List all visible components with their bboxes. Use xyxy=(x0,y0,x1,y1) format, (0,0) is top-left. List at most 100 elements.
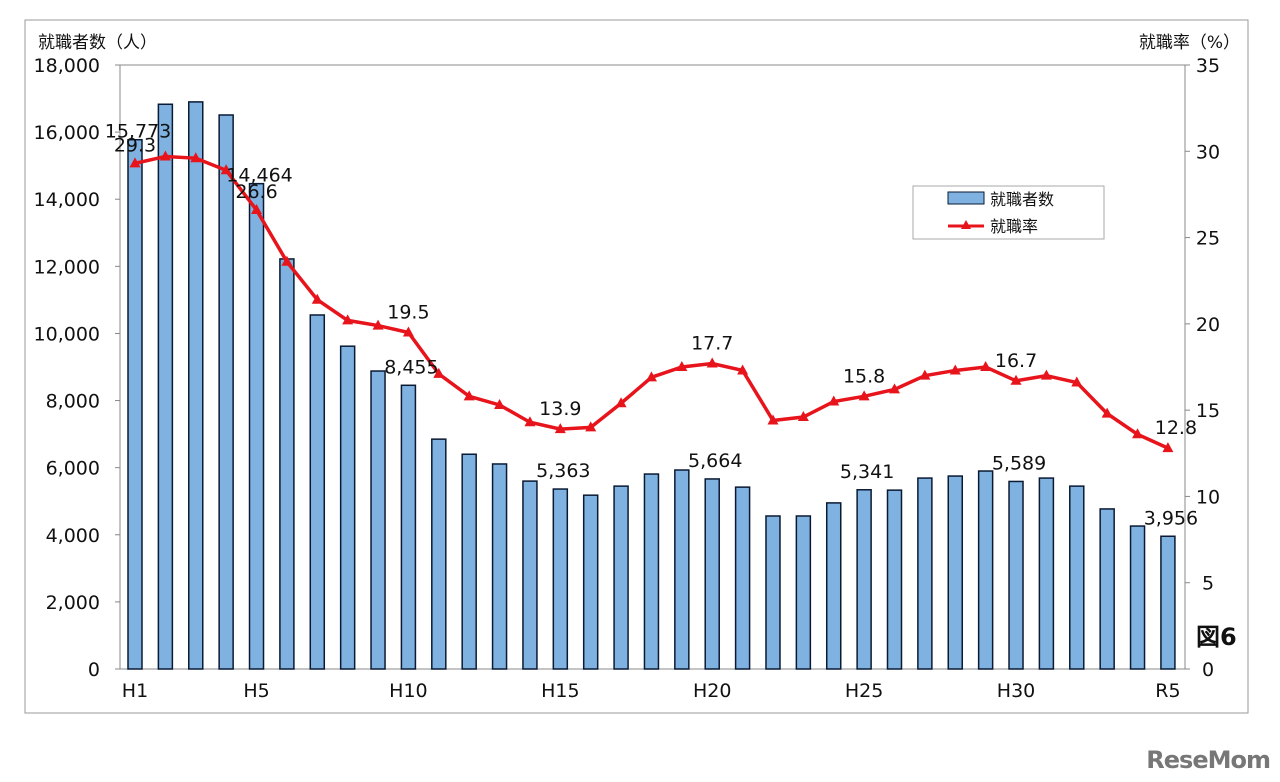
left-tick-label: 14,000 xyxy=(34,189,100,211)
bar-H16 xyxy=(582,494,599,670)
rate-data-label: 16.7 xyxy=(995,350,1037,372)
rate-marker-H13 xyxy=(494,398,506,409)
rate-marker-H30 xyxy=(1010,374,1022,385)
x-tick-label: H20 xyxy=(693,680,731,702)
rate-marker-R5 xyxy=(1162,442,1174,453)
legend-marker xyxy=(961,220,971,229)
bar-H24 xyxy=(825,502,842,670)
bar-data-label: 15,773 xyxy=(105,121,171,143)
bar-H25 xyxy=(856,489,872,670)
figure-label: 図6 xyxy=(1196,623,1237,651)
rate-marker-H14 xyxy=(524,416,536,427)
bar-H28 xyxy=(947,475,964,670)
x-tick-label: H1 xyxy=(122,680,148,702)
left-tick-label: 8,000 xyxy=(46,391,100,413)
rate-marker-R3 xyxy=(1101,407,1113,418)
bar-H6 xyxy=(279,258,295,670)
bar-R3 xyxy=(1099,508,1115,670)
rate-marker-H1 xyxy=(129,157,141,168)
x-tick-label: R5 xyxy=(1155,680,1180,702)
bar-H29 xyxy=(977,470,994,670)
left-tick-label: 0 xyxy=(88,659,100,681)
rate-marker-H19 xyxy=(676,361,688,371)
bar-H22 xyxy=(765,515,781,670)
rate-data-label: 19.5 xyxy=(387,301,429,323)
rate-marker-H21 xyxy=(737,364,749,375)
left-tick-label: 12,000 xyxy=(34,256,100,278)
bar-R5 xyxy=(1160,535,1176,670)
left-tick-label: 18,000 xyxy=(34,55,100,77)
bar-R4 xyxy=(1129,525,1146,670)
rate-marker-R2 xyxy=(1071,376,1083,387)
rate-marker-H24 xyxy=(828,395,840,406)
rate-marker-H27 xyxy=(919,369,931,380)
rate-marker-H18 xyxy=(645,371,657,382)
rate-marker-H12 xyxy=(463,390,475,401)
right-tick-label: 25 xyxy=(1196,228,1220,250)
left-tick-label: 4,000 xyxy=(46,525,100,547)
bar-R2 xyxy=(1069,485,1085,670)
legend-bar-swatch xyxy=(947,191,985,205)
bar-H1 xyxy=(127,138,143,670)
rate-marker-H17 xyxy=(615,397,627,408)
right-tick-label: 35 xyxy=(1196,55,1220,77)
bar-H2 xyxy=(157,103,174,670)
rate-marker-H26 xyxy=(889,383,900,394)
left-tick-label: 2,000 xyxy=(46,592,100,614)
bar-data-label: 3,956 xyxy=(1144,507,1198,529)
bar-H30 xyxy=(1008,480,1024,670)
bar-H4 xyxy=(218,114,234,670)
rate-marker-H20 xyxy=(706,357,718,368)
left-tick-label: 16,000 xyxy=(34,122,100,144)
bar-data-label: 8,455 xyxy=(384,356,438,378)
left-tick-label: 6,000 xyxy=(46,458,100,480)
bar-H21 xyxy=(734,486,751,670)
rate-data-label: 13.9 xyxy=(539,398,581,420)
rate-data-label: 29.3 xyxy=(114,134,156,156)
right-tick-label: 15 xyxy=(1196,400,1220,422)
bar-H14 xyxy=(522,480,538,670)
x-tick-label: H30 xyxy=(997,680,1035,702)
bar-H12 xyxy=(461,453,477,670)
rate-marker-H22 xyxy=(767,414,779,425)
x-tick-label: H5 xyxy=(243,680,269,702)
rate-data-label: 12.8 xyxy=(1155,417,1197,439)
bar-data-label: 5,341 xyxy=(840,461,894,483)
bar-data-label: 5,589 xyxy=(992,452,1046,474)
rate-marker-R1 xyxy=(1040,369,1052,380)
bar-R1 xyxy=(1038,477,1055,670)
rate-marker-H29 xyxy=(980,361,992,371)
rate-marker-H2 xyxy=(159,150,171,161)
right-tick-label: 5 xyxy=(1202,573,1214,595)
rate-marker-H25 xyxy=(858,390,870,401)
right-tick-label: 0 xyxy=(1202,659,1214,681)
rate-marker-H7 xyxy=(311,293,323,304)
bar-data-label: 14,464 xyxy=(226,165,292,187)
legend: 就職者数 就職率 xyxy=(912,185,1105,240)
legend-label-rate: 就職率 xyxy=(990,217,1038,236)
rate-marker-H10 xyxy=(402,326,414,337)
bar-H5 xyxy=(248,182,265,670)
rate-marker-H15 xyxy=(554,423,566,434)
bar-H17 xyxy=(613,485,629,670)
bar-H19 xyxy=(674,469,690,670)
rate-marker-H9 xyxy=(372,319,384,330)
rate-marker-R4 xyxy=(1132,428,1144,439)
bar-data-label: 5,664 xyxy=(688,450,742,472)
bar-H27 xyxy=(917,477,933,670)
right-tick-label: 10 xyxy=(1196,486,1220,508)
rate-marker-H16 xyxy=(585,421,597,432)
bar-H9 xyxy=(370,370,386,670)
bar-H3 xyxy=(188,101,204,670)
bar-H8 xyxy=(339,345,356,670)
bar-H10 xyxy=(400,384,417,670)
rate-data-label: 17.7 xyxy=(691,333,733,355)
bar-H26 xyxy=(886,489,903,670)
rate-marker-H4 xyxy=(220,164,232,175)
x-tick-label: H10 xyxy=(389,680,427,702)
rate-marker-H8 xyxy=(342,314,354,325)
bar-H23 xyxy=(795,515,812,670)
rate-marker-H3 xyxy=(190,152,202,163)
bar-H15 xyxy=(552,488,569,670)
